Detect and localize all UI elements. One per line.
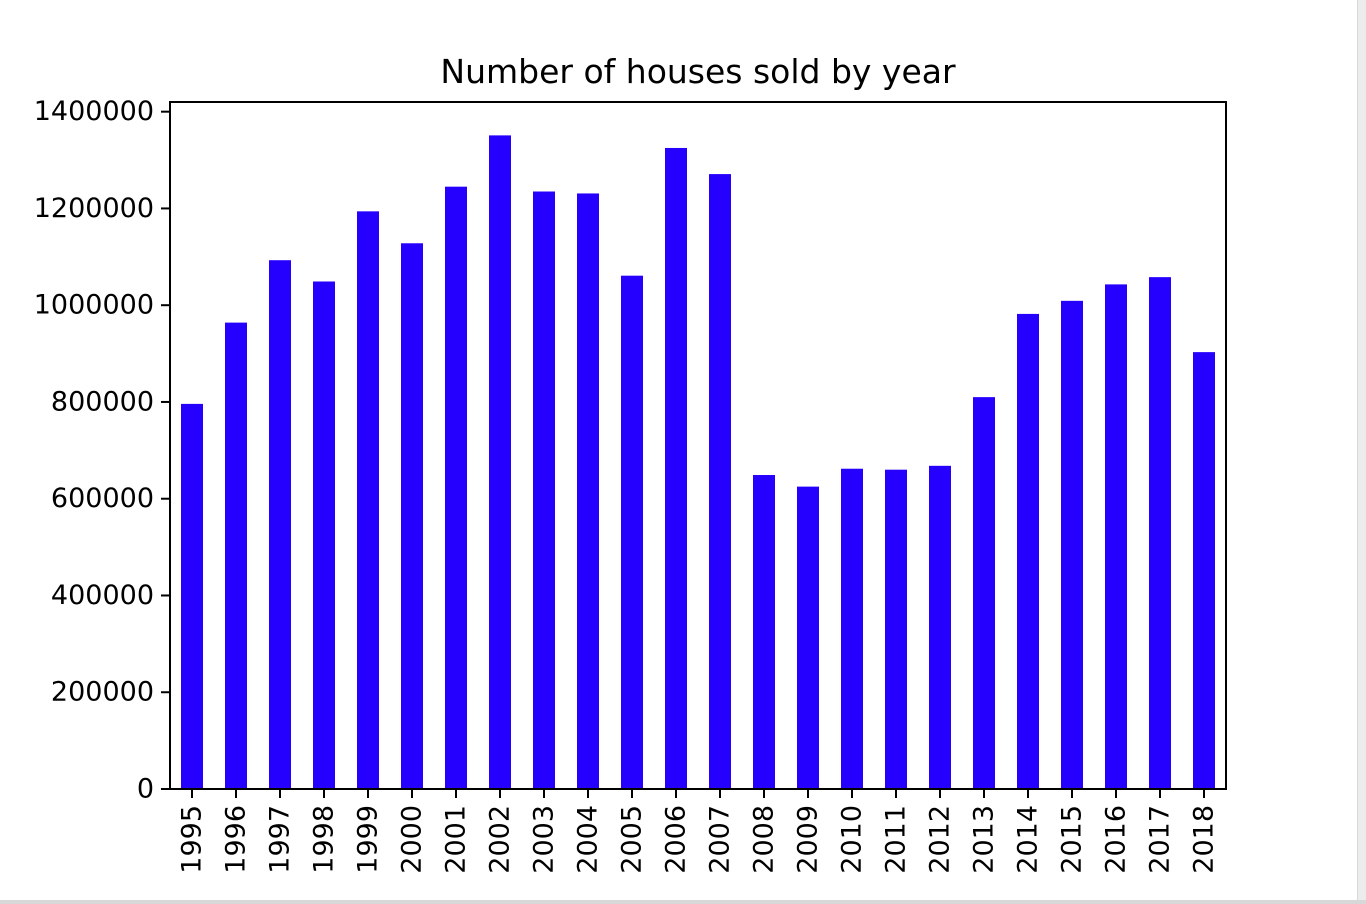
y-axis-ticks: 0 200000 400000 600000 800000 1000000 1200000 1… [34, 96, 170, 805]
bar-2018 [1193, 352, 1215, 789]
x-tick-label: 1999 [353, 805, 384, 874]
bar-2002 [489, 135, 511, 789]
bar-1995 [181, 403, 203, 789]
bar-1999 [357, 211, 379, 790]
x-tick-label: 2008 [749, 805, 780, 874]
x-tick-label: 2010 [837, 805, 868, 874]
window-right-edge [1357, 0, 1366, 904]
bar-2006 [665, 147, 687, 789]
bar-2015 [1061, 300, 1083, 789]
y-tick-label: 400000 [51, 580, 154, 611]
x-tick-label: 2004 [573, 805, 604, 874]
x-tick-label: 2013 [969, 805, 1000, 874]
window-bottom-edge [0, 900, 1366, 904]
y-tick-label: 1400000 [34, 96, 154, 127]
y-tick-label: 1200000 [34, 193, 154, 224]
x-tick-label: 1998 [309, 805, 340, 874]
bar-2005 [621, 275, 643, 789]
x-tick-label: 2018 [1189, 805, 1220, 874]
y-tick-label: 600000 [51, 483, 154, 514]
x-tick-label: 1996 [221, 805, 252, 874]
bar-2016 [1105, 284, 1127, 789]
bar-1998 [313, 281, 335, 789]
bar-2012 [929, 465, 951, 789]
bar-2014 [1017, 313, 1039, 789]
bar-2009 [797, 486, 819, 789]
bar-2013 [973, 397, 995, 789]
x-tick-label: 2006 [661, 805, 692, 874]
bar-1997 [269, 260, 291, 789]
x-tick-label: 2000 [397, 805, 428, 874]
x-tick-label: 2011 [881, 805, 912, 874]
bar-2003 [533, 191, 555, 789]
x-tick-label: 2015 [1057, 805, 1088, 874]
bar-2000 [401, 243, 423, 789]
x-tick-label: 2017 [1145, 805, 1176, 874]
x-tick-label: 2016 [1101, 805, 1132, 874]
bar-2007 [709, 174, 731, 790]
bar-2017 [1149, 277, 1171, 789]
bar-2010 [841, 468, 863, 789]
y-tick-label: 800000 [51, 386, 154, 417]
bar-2001 [445, 186, 467, 790]
y-tick-label: 0 [137, 774, 154, 805]
x-tick-label: 2002 [485, 805, 516, 874]
y-tick-label: 1000000 [34, 290, 154, 321]
bar-1996 [225, 322, 247, 789]
x-tick-label: 2005 [617, 805, 648, 874]
x-tick-label: 2014 [1013, 805, 1044, 874]
x-tick-label: 1995 [177, 805, 208, 874]
y-tick-label: 200000 [51, 677, 154, 708]
x-tick-label: 2007 [705, 805, 736, 874]
x-tick-label: 2009 [793, 805, 824, 874]
chart-title: Number of houses sold by year [440, 52, 956, 91]
x-tick-label: 2001 [441, 805, 472, 874]
plot-area-frame [169, 101, 1227, 790]
x-tick-label: 1997 [265, 805, 296, 874]
bar-2008 [753, 475, 775, 789]
bar-2011 [885, 469, 907, 789]
bar-2004 [577, 193, 599, 789]
x-tick-label: 2003 [529, 805, 560, 874]
x-tick-label: 2012 [925, 805, 956, 874]
x-axis-ticks: 1995 1996 1997 1998 1999 2000 2001 2002 2003 2004… [177, 789, 1220, 874]
bars-group [181, 135, 1215, 790]
